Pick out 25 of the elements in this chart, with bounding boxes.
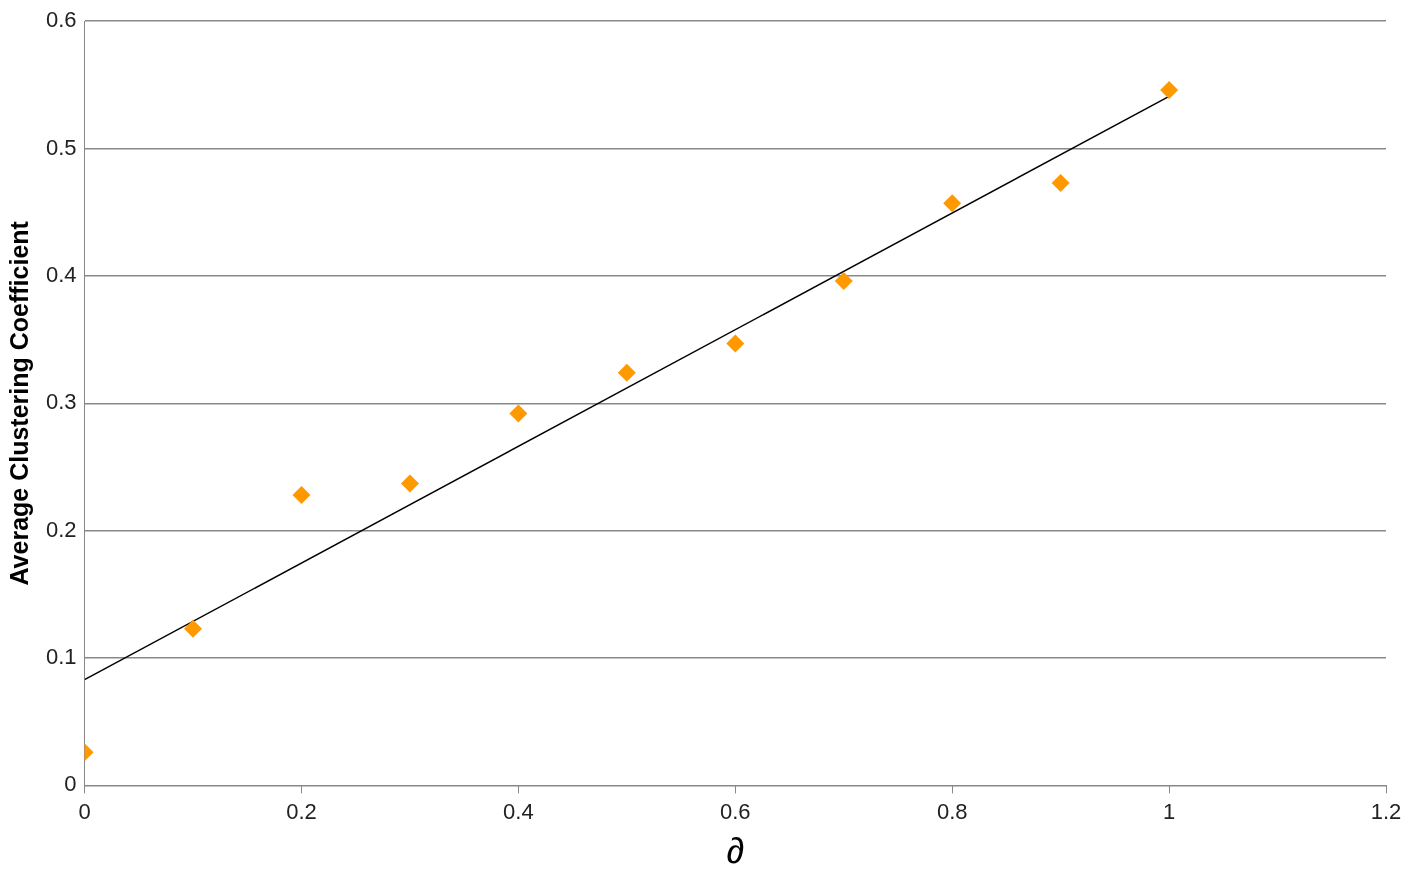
point	[184, 619, 203, 638]
point	[726, 334, 745, 353]
x-tick-label: 0.6	[719, 798, 751, 824]
y-tick-label: 0.5	[45, 134, 77, 160]
point	[292, 486, 311, 504]
x-axis-title: ∂	[726, 830, 745, 872]
x-tick-label: 0.8	[936, 798, 968, 824]
point	[834, 272, 853, 291]
point	[943, 194, 962, 213]
y-tick-label: 0.3	[45, 389, 77, 415]
point	[400, 474, 419, 493]
y-axis-title: Average Clustering Coefficient	[4, 220, 33, 586]
y-tick-label: 0.1	[45, 644, 77, 670]
y-tick-label: 0.2	[45, 516, 77, 542]
point	[509, 404, 528, 423]
point	[617, 363, 636, 382]
x-tick-label: 1.2	[1370, 798, 1402, 824]
x-tick-label: 0.2	[286, 798, 317, 824]
point	[1051, 173, 1070, 192]
x-tick-label: 1	[1162, 798, 1176, 824]
x-tick-label: 0.4	[503, 798, 534, 824]
y-tick-label: 0.6	[45, 7, 77, 33]
point	[1160, 80, 1179, 99]
y-tick-label: 0.4	[45, 262, 77, 287]
y-tick-label: 0	[64, 771, 77, 797]
